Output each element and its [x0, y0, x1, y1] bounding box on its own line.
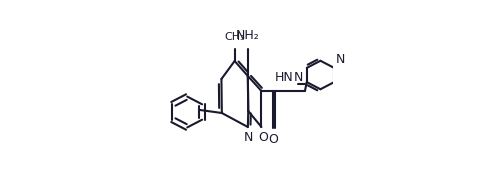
- Text: CH₃: CH₃: [224, 32, 245, 42]
- Text: N: N: [244, 131, 253, 144]
- Text: N: N: [336, 53, 345, 66]
- Text: HN: HN: [275, 70, 294, 84]
- Text: NH₂: NH₂: [236, 29, 260, 42]
- Text: O: O: [258, 131, 268, 144]
- Text: O: O: [269, 133, 279, 146]
- Text: N: N: [293, 70, 303, 84]
